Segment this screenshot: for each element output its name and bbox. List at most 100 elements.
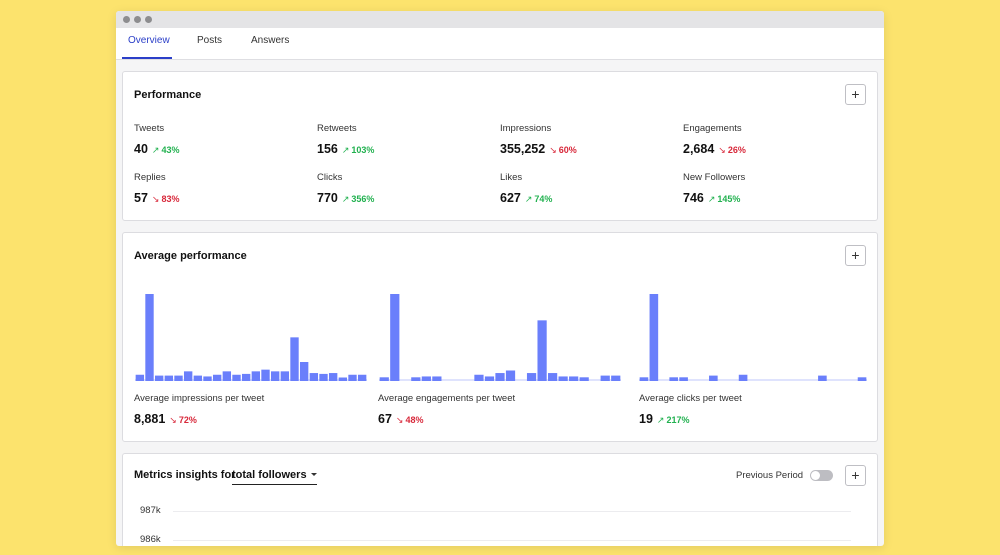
tab-posts[interactable]: Posts (197, 35, 223, 46)
chart-bar (611, 375, 621, 381)
average-performance-card: Average performance + Average impression… (122, 232, 878, 442)
trend-badge: ↗ 356% (341, 194, 375, 204)
metric-value: 40 (134, 142, 148, 156)
chart-bar (174, 375, 183, 381)
previous-period-toggle[interactable] (810, 470, 833, 481)
chart-bar (421, 376, 431, 381)
arrow-up-right-icon: ↗ (656, 415, 665, 425)
chart-bar (495, 373, 505, 381)
average-performance-title: Average performance (134, 250, 247, 262)
selected-metric: total followers (232, 469, 307, 481)
arrow-down-right-icon: ↘ (151, 194, 160, 204)
metric-retweets: Retweets 156 ↗ 103% (317, 123, 374, 158)
metric-label: Tweets (134, 123, 165, 134)
chart-bar (193, 375, 203, 381)
avg-clicks-stat: Average clicks per tweet 19 ↗ 217% (639, 393, 742, 428)
chart-bar (526, 373, 537, 381)
metric-label: Average engagements per tweet (378, 393, 516, 404)
chart-baseline (639, 379, 867, 381)
plus-icon: + (851, 467, 860, 483)
tab-overview[interactable]: Overview (128, 35, 170, 46)
toggle-knob (811, 471, 820, 480)
chart-bar (548, 373, 558, 381)
chart-bar (338, 377, 348, 381)
chart-bar (558, 376, 568, 381)
metric-value: 156 (317, 142, 338, 156)
metric-label: Engagements (683, 123, 742, 134)
trend-badge: ↘ 72% (169, 415, 197, 425)
chart-bar (484, 376, 495, 381)
metric-select-dropdown[interactable]: total followers (232, 469, 317, 485)
performance-title: Performance (134, 89, 202, 101)
metrics-insights-card: Metrics insights for total followers Pre… (122, 453, 878, 546)
metric-value: 57 (134, 191, 148, 205)
chart-bar (818, 375, 827, 381)
gridline (173, 540, 851, 541)
metric-label: Clicks (317, 172, 343, 183)
y-tick-label: 987k (140, 505, 161, 516)
chart-bar (212, 374, 222, 381)
arrow-down-right-icon: ↘ (549, 145, 557, 155)
average-performance-add-button[interactable]: + (845, 245, 866, 266)
chart-bar (379, 377, 389, 381)
chart-bar (270, 371, 280, 381)
caret-down-icon (310, 472, 317, 476)
metric-value: 746 (683, 191, 704, 205)
chart-bar (232, 374, 241, 381)
metric-value: 8,881 (134, 412, 166, 426)
metric-value: 627 (500, 191, 521, 205)
trend-badge: ↗ 217% (656, 415, 690, 425)
metric-impressions: Impressions 355,252 ↘ 60% (500, 123, 577, 158)
chart-bar (432, 376, 442, 381)
chart-bar (857, 377, 867, 381)
metric-label: Replies (134, 172, 166, 183)
metric-value: 67 (378, 412, 392, 426)
metric-label: Likes (500, 172, 523, 183)
performance-add-button[interactable]: + (845, 84, 866, 105)
tab-bar: Overview Posts Answers (116, 28, 884, 60)
chart-bar (505, 370, 516, 381)
metric-clicks: Clicks 770 ↗ 356% (317, 172, 374, 207)
chart-baseline (135, 379, 367, 381)
chart-bar (280, 371, 290, 381)
plus-icon: + (851, 86, 860, 102)
window-titlebar (116, 11, 884, 28)
arrow-up-right-icon: ↗ (524, 194, 533, 204)
previous-period-label: Previous Period (736, 470, 804, 481)
arrow-up-right-icon: ↗ (151, 145, 160, 155)
chart-bar (639, 377, 649, 381)
chart-bar (348, 374, 357, 381)
arrow-down-right-icon: ↘ (395, 415, 404, 425)
trend-badge: ↘ 48% (395, 415, 424, 425)
trend-badge: ↘ 26% (718, 145, 746, 155)
metric-label: Average clicks per tweet (639, 393, 742, 404)
chart-bar (600, 375, 610, 381)
tab-answers[interactable]: Answers (251, 35, 290, 46)
chart-bar (290, 337, 299, 381)
metric-value: 19 (639, 412, 653, 426)
trend-badge: ↗ 103% (341, 145, 375, 155)
trend-badge: ↘ 60% (549, 145, 577, 155)
engagements-bar-chart (379, 294, 621, 381)
gridline (173, 511, 851, 512)
chart-bar (154, 375, 164, 381)
impressions-bar-chart (135, 294, 367, 381)
metric-label: New Followers (683, 172, 746, 183)
metric-label: Average impressions per tweet (134, 393, 265, 404)
metric-value: 355,252 (500, 142, 546, 156)
chart-bar (135, 374, 145, 381)
window-close-dot[interactable] (123, 16, 130, 23)
chart-bar (579, 377, 589, 381)
chart-bar (328, 373, 338, 381)
chart-bar (537, 320, 547, 381)
window-minimize-dot[interactable] (134, 16, 141, 23)
chart-bar (183, 371, 193, 381)
metrics-insights-title: Metrics insights for (134, 469, 236, 481)
y-tick-label: 986k (140, 534, 161, 545)
arrow-up-right-icon: ↗ (707, 194, 716, 204)
insights-add-button[interactable]: + (845, 465, 866, 486)
chart-bar (299, 362, 309, 381)
chart-bar (222, 371, 232, 381)
chart-bar (569, 376, 579, 381)
window-maximize-dot[interactable] (145, 16, 152, 23)
